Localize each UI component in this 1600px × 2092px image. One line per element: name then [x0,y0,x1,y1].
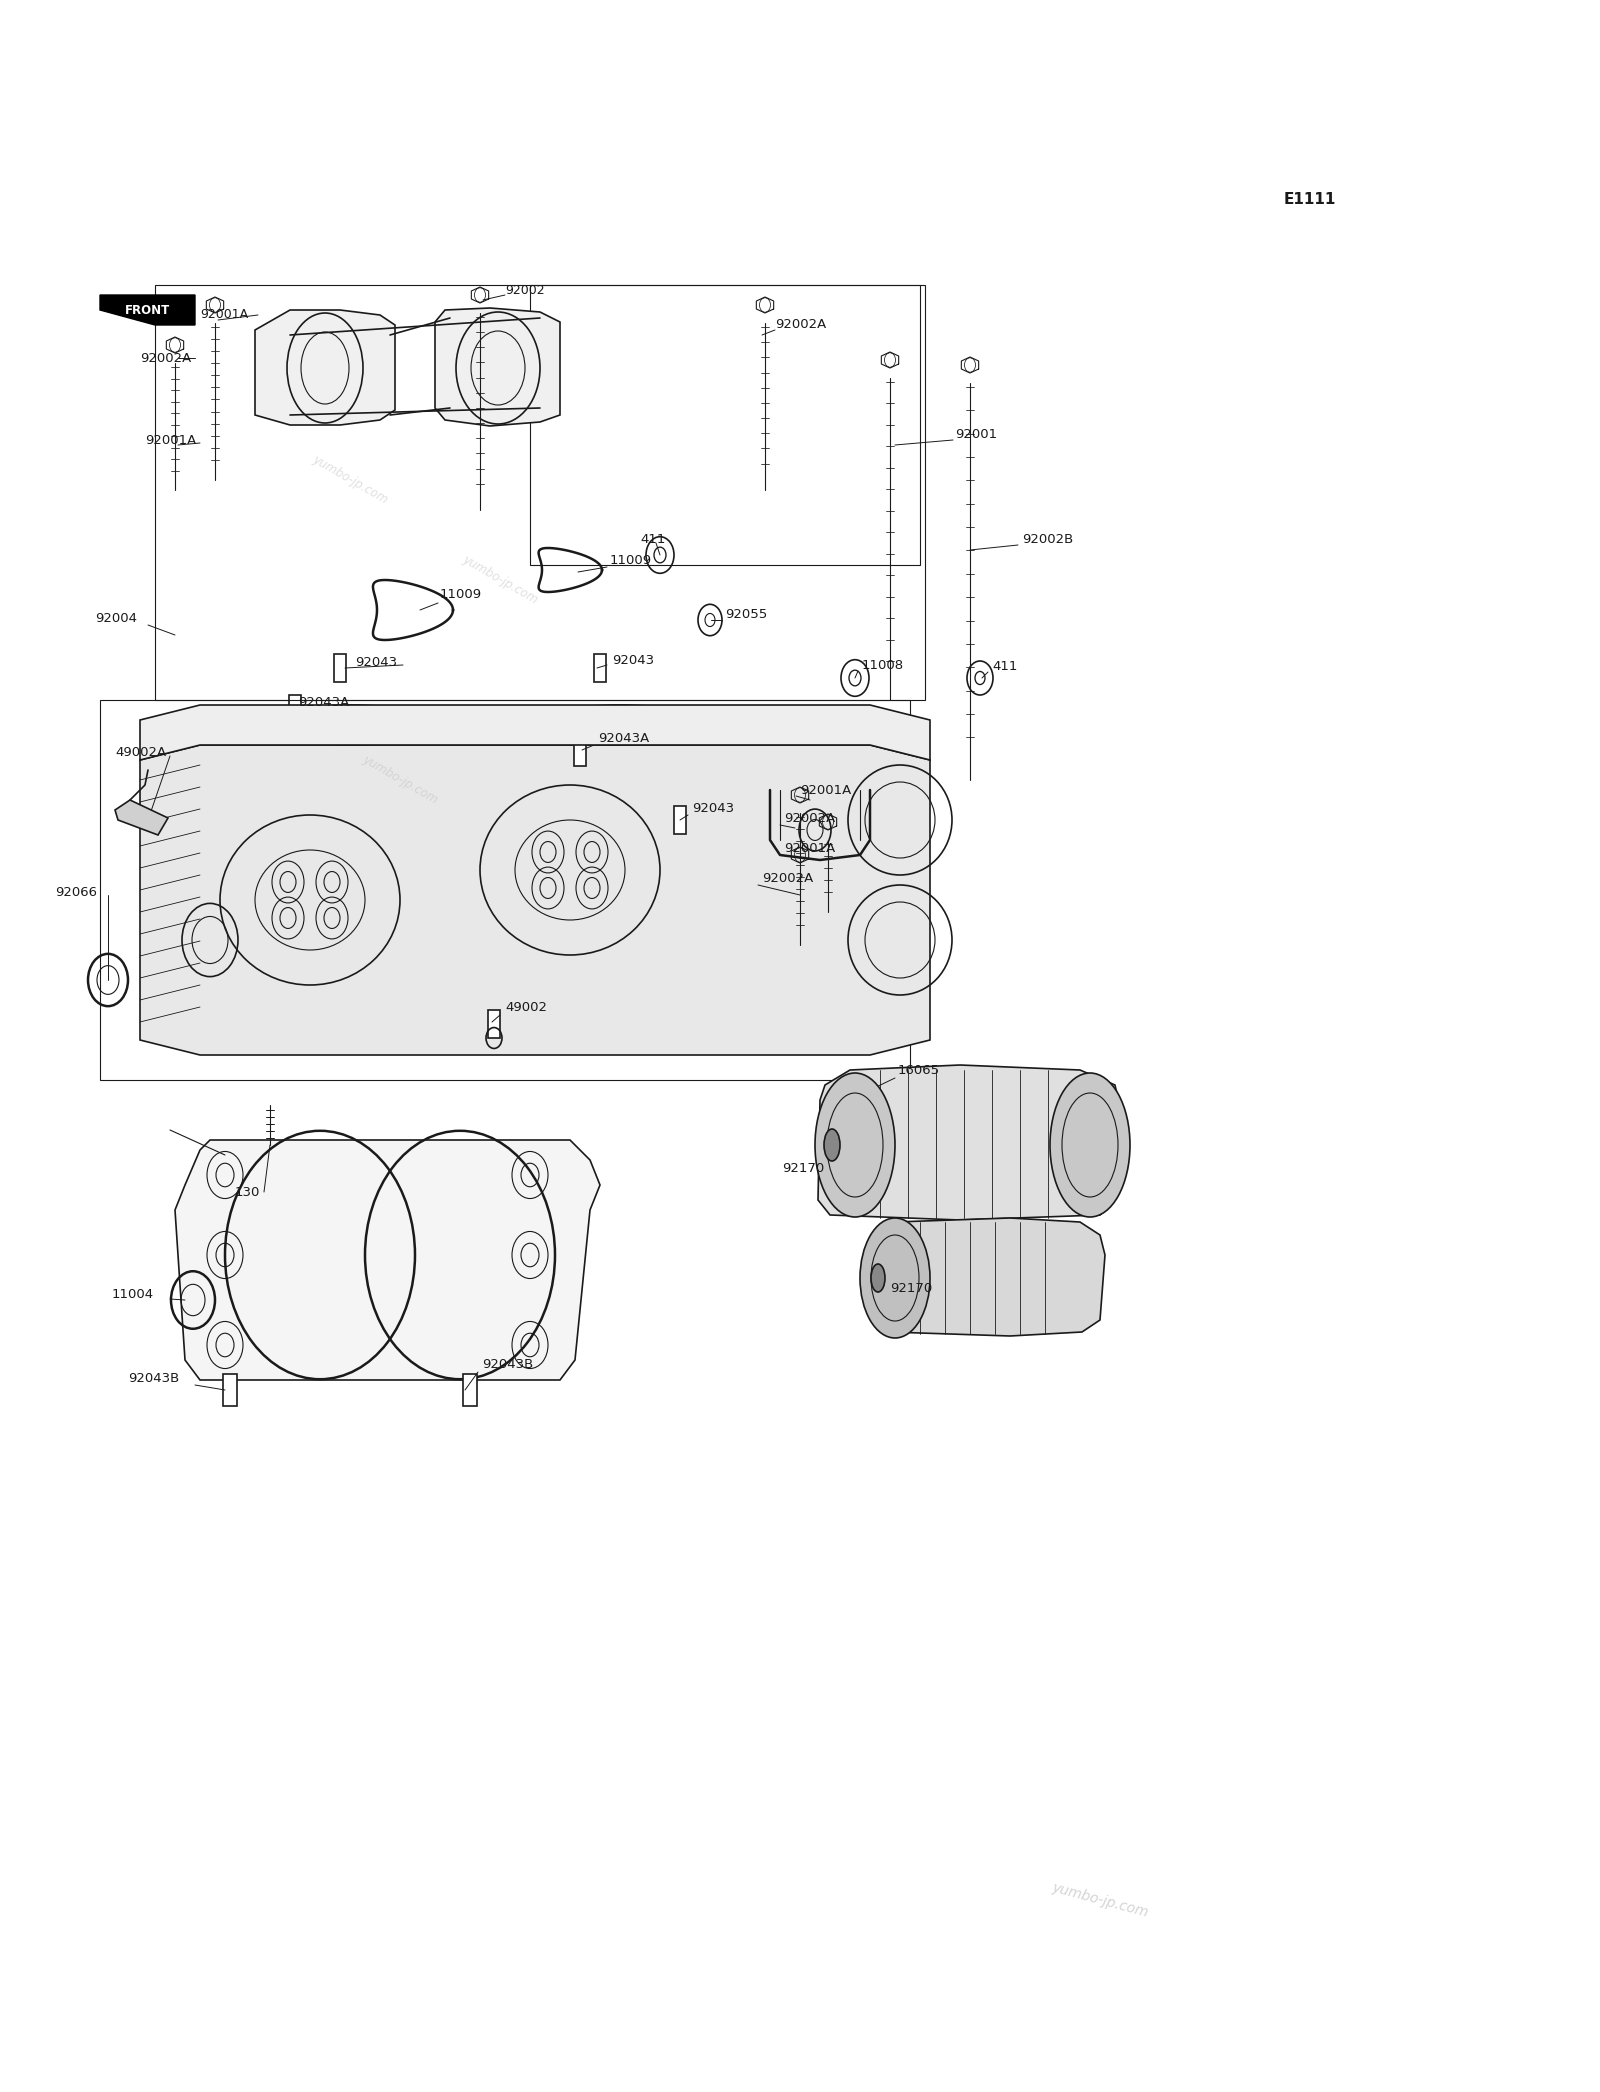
Polygon shape [574,738,586,766]
Text: yumbo-jp.com: yumbo-jp.com [360,753,440,808]
Ellipse shape [824,1130,840,1161]
Text: 92043B: 92043B [128,1372,179,1385]
Text: 11009: 11009 [610,554,653,567]
Text: 92001A: 92001A [200,308,248,322]
Text: FRONT: FRONT [125,303,171,316]
Text: 92043B: 92043B [482,1358,533,1372]
Polygon shape [254,310,395,425]
Text: 92001A: 92001A [146,433,197,446]
Text: 92043A: 92043A [598,732,650,745]
Text: 92002B: 92002B [1022,533,1074,546]
Text: 92001: 92001 [955,429,997,441]
Text: 92066: 92066 [54,885,98,897]
Text: 92002: 92002 [506,285,544,297]
Text: 11008: 11008 [862,659,904,672]
Polygon shape [488,1010,499,1038]
Bar [155,285,925,701]
Polygon shape [141,705,930,759]
Polygon shape [462,1374,477,1406]
Text: 130: 130 [235,1186,261,1199]
Text: 16065: 16065 [898,1063,941,1077]
Text: 411: 411 [992,659,1018,672]
Text: 92004: 92004 [94,611,138,626]
Text: 92001A: 92001A [800,784,851,797]
Text: 411: 411 [640,533,666,546]
Polygon shape [674,805,686,835]
Text: yumbo-jp.com: yumbo-jp.com [461,552,539,607]
Text: 92002A: 92002A [141,351,192,364]
Polygon shape [115,799,168,835]
Text: 92002A: 92002A [774,318,826,331]
Polygon shape [435,308,560,427]
Text: 92002A: 92002A [762,872,813,885]
Text: yumbo-jp.com: yumbo-jp.com [1050,1881,1150,1920]
Polygon shape [818,1065,1120,1220]
Polygon shape [870,1218,1106,1337]
Polygon shape [222,1374,237,1406]
Text: E1111: E1111 [1283,192,1336,207]
Ellipse shape [534,705,706,745]
Text: 92043: 92043 [611,653,654,667]
Ellipse shape [870,1264,885,1293]
Ellipse shape [266,705,435,745]
Text: 11009: 11009 [440,588,482,602]
Polygon shape [174,1140,600,1381]
Ellipse shape [861,1218,930,1339]
Polygon shape [141,745,930,1054]
Text: 49002A: 49002A [115,745,166,759]
Polygon shape [334,655,346,682]
Ellipse shape [814,1073,894,1218]
Text: 92055: 92055 [725,609,768,621]
Text: 92170: 92170 [782,1161,824,1174]
Text: yumbo-jp.com: yumbo-jp.com [310,454,390,506]
Polygon shape [574,732,586,764]
Polygon shape [594,655,606,682]
Polygon shape [99,295,195,324]
Text: 92170: 92170 [890,1282,933,1295]
Ellipse shape [1050,1073,1130,1218]
Bar [99,701,910,1079]
Bar [530,285,920,565]
Text: 92043A: 92043A [298,695,349,709]
Polygon shape [290,695,301,726]
Text: 49002: 49002 [506,1002,547,1015]
Text: 11004: 11004 [112,1289,154,1301]
Text: 92043: 92043 [355,655,397,669]
Text: 92001A: 92001A [784,841,835,854]
Text: 92043: 92043 [691,801,734,814]
Text: 92002A: 92002A [784,812,835,824]
